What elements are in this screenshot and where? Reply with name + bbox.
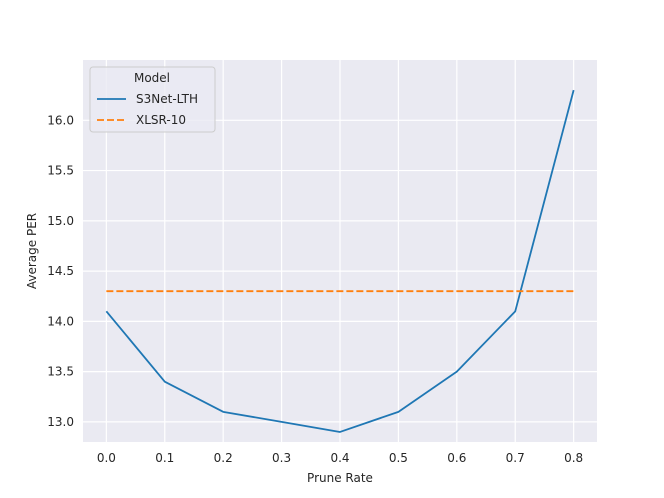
y-tick-label: 13.0 <box>47 415 74 429</box>
y-axis-ticks: 13.0 13.5 14.0 14.5 15.0 15.5 16.0 <box>47 113 74 429</box>
legend-box <box>89 66 216 133</box>
x-axis-title: Prune Rate <box>307 471 373 485</box>
y-tick-label: 14.0 <box>47 314 74 328</box>
x-tick-label: 0.1 <box>155 451 174 465</box>
legend-label-xlsr-10: XLSR-10 <box>136 113 186 127</box>
x-tick-label: 0.5 <box>389 451 408 465</box>
y-tick-label: 13.5 <box>47 365 74 379</box>
y-tick-label: 15.0 <box>47 214 74 228</box>
y-tick-label: 14.5 <box>47 264 74 278</box>
x-tick-label: 0.4 <box>330 451 349 465</box>
x-tick-label: 0.8 <box>564 451 583 465</box>
legend-title: Model <box>134 71 170 85</box>
series-layer <box>105 89 575 433</box>
x-tick-label: 0.0 <box>97 451 116 465</box>
y-tick-label: 16.0 <box>47 113 74 127</box>
legend: Model S3Net-LTH XLSR-10 <box>89 66 216 133</box>
y-tick-label: 15.5 <box>47 164 74 178</box>
x-tick-label: 0.2 <box>214 451 233 465</box>
x-axis-ticks: 0.0 0.1 0.2 0.3 0.4 0.5 0.6 0.7 0.8 <box>97 451 583 465</box>
x-tick-label: 0.7 <box>506 451 525 465</box>
grid-lines <box>83 60 597 442</box>
x-tick-label: 0.3 <box>272 451 291 465</box>
legend-label-s3net-lth: S3Net-LTH <box>136 92 198 106</box>
y-axis-title: Average PER <box>25 213 39 289</box>
x-tick-label: 0.6 <box>447 451 466 465</box>
